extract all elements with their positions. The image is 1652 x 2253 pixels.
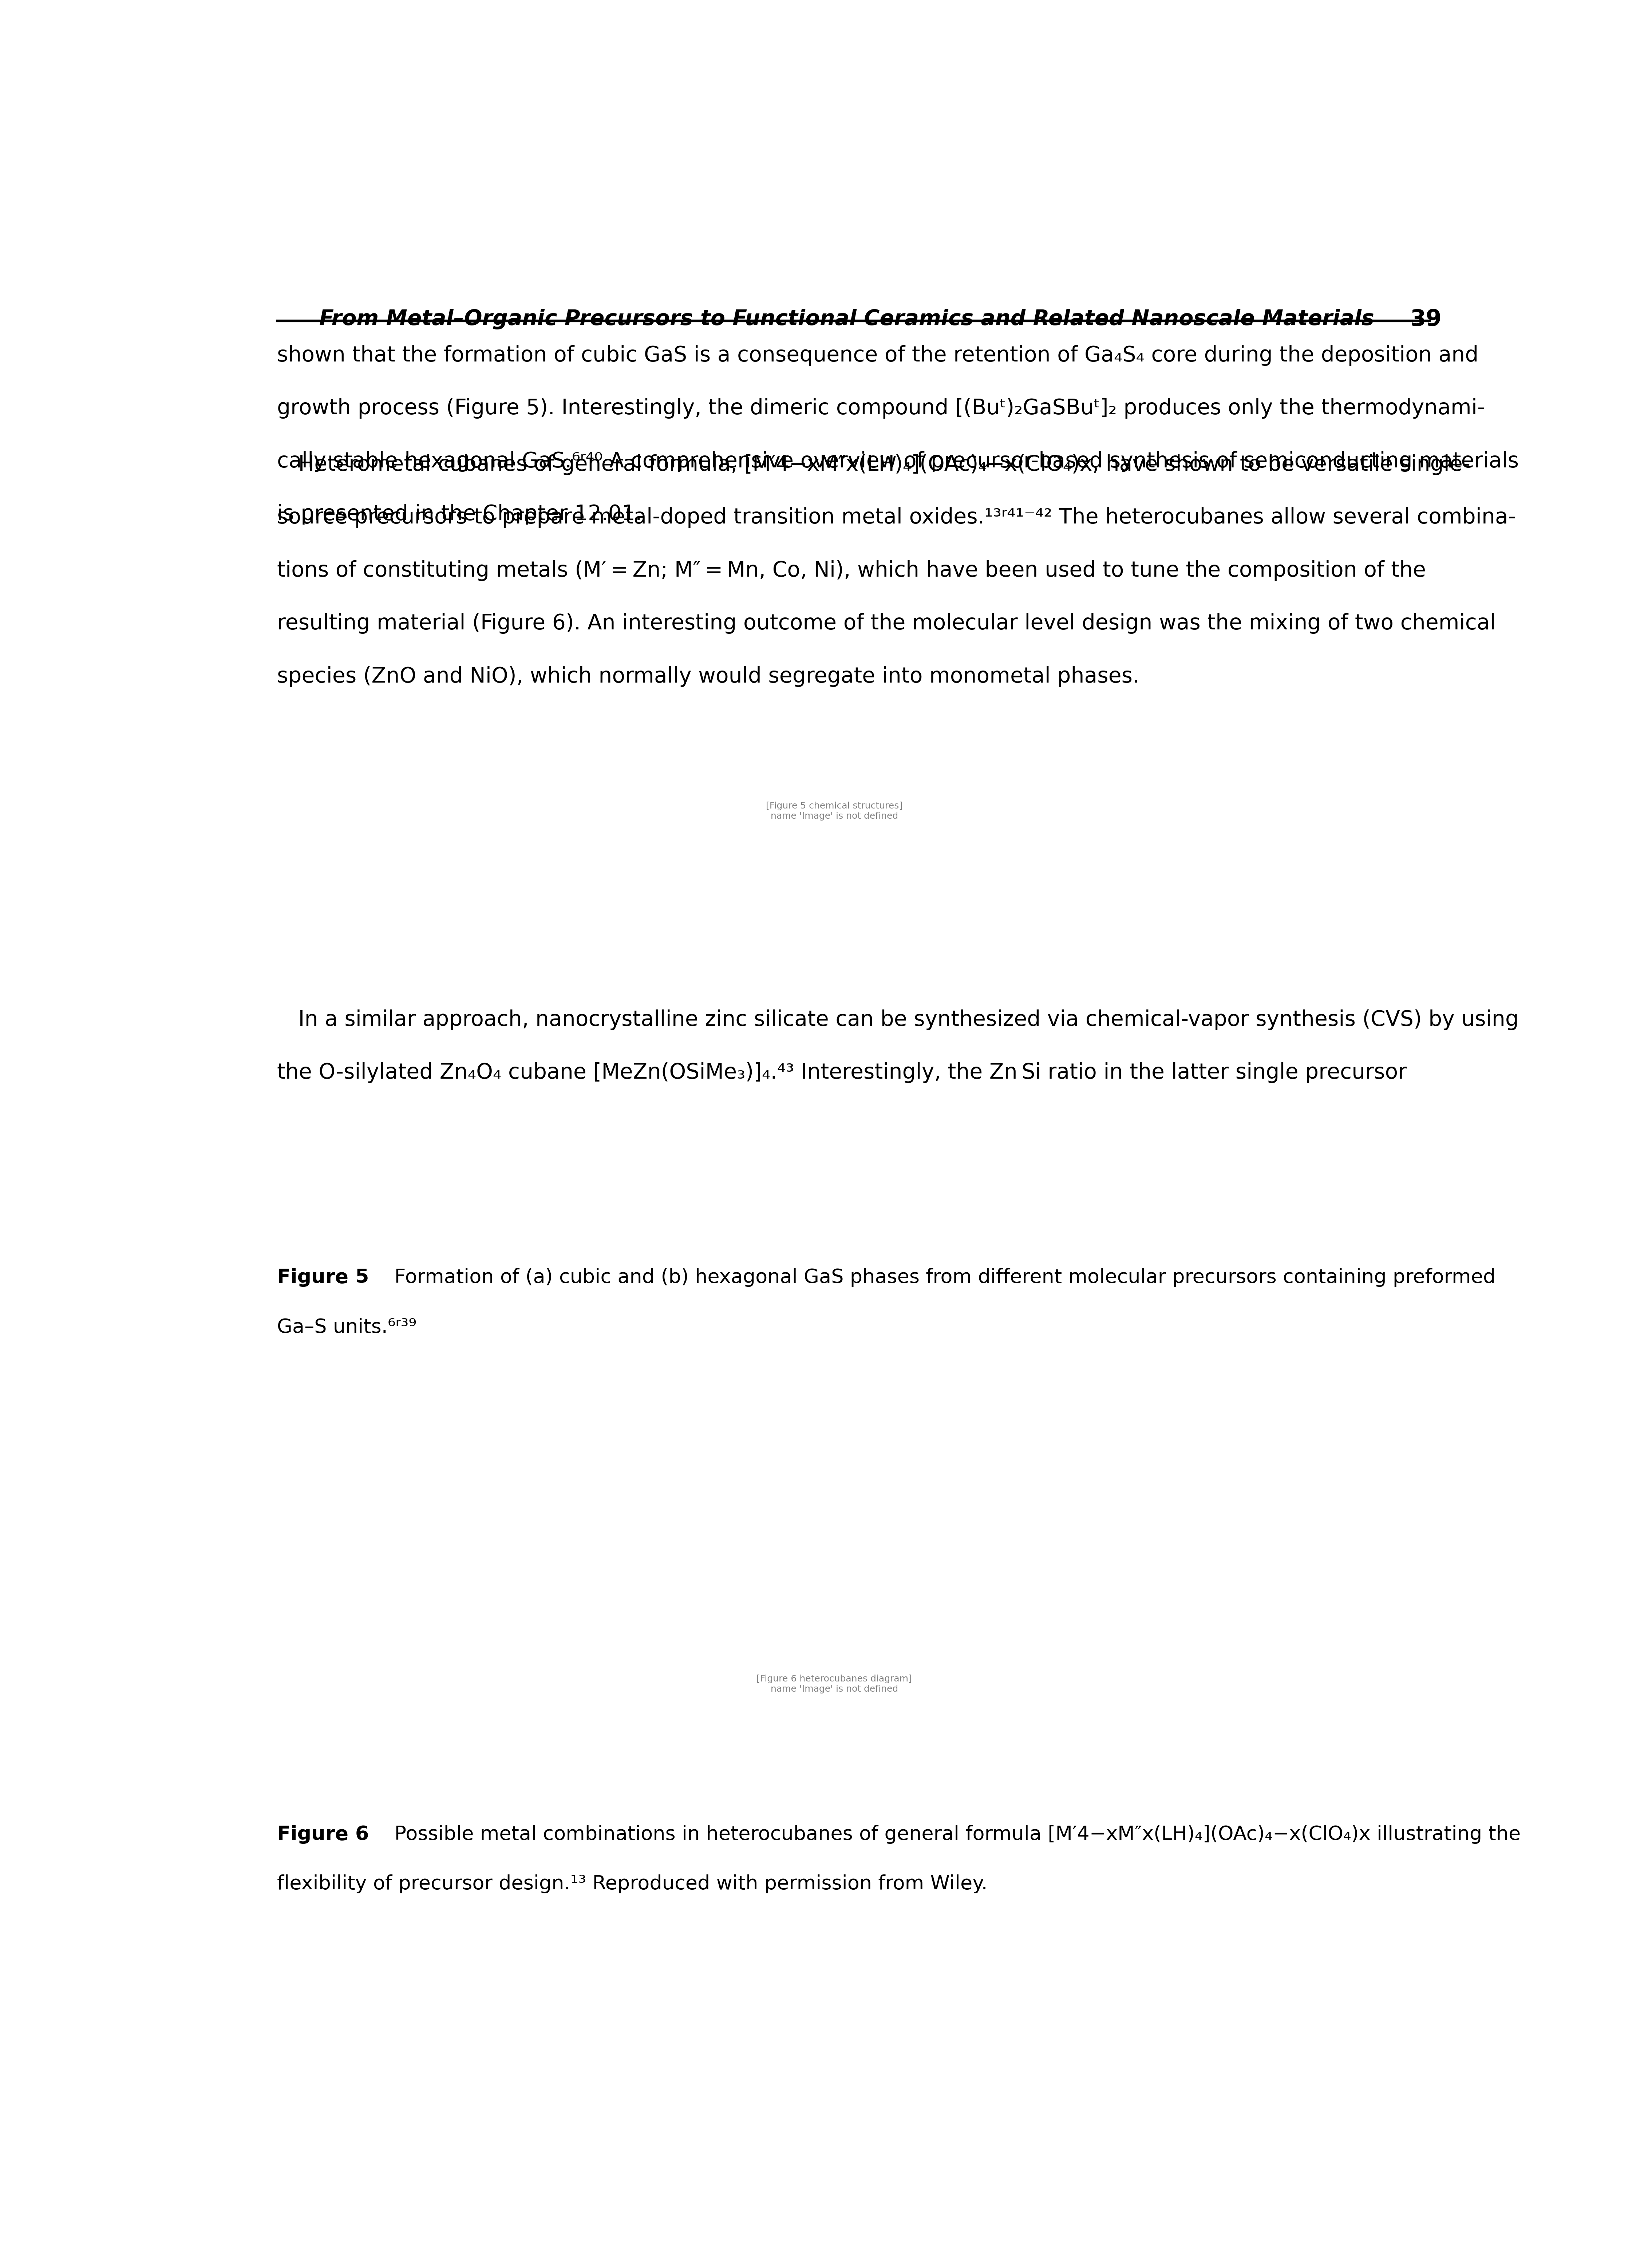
Text: Formation of (a) cubic and (b) hexagonal GaS phases from different molecular pre: Formation of (a) cubic and (b) hexagonal… <box>382 1268 1495 1286</box>
Text: cally stable hexagonal GaS.⁶ʳ⁴⁰ A comprehensive overview of precursor-based synt: cally stable hexagonal GaS.⁶ʳ⁴⁰ A compre… <box>278 451 1518 471</box>
Text: From Metal–Organic Precursors to Functional Ceramics and Related Nanoscale Mater: From Metal–Organic Precursors to Functio… <box>319 309 1374 329</box>
Text: Figure 5: Figure 5 <box>278 1268 368 1286</box>
Text: [Figure 6 heterocubanes diagram]
name 'Image' is not defined: [Figure 6 heterocubanes diagram] name 'I… <box>757 1674 912 1694</box>
Text: [Figure 5 chemical structures]
name 'Image' is not defined: [Figure 5 chemical structures] name 'Ima… <box>767 802 902 820</box>
Text: is presented in the Chapter 12.01.: is presented in the Chapter 12.01. <box>278 505 643 525</box>
Text: species (ZnO and NiO), which normally would segregate into monometal phases.: species (ZnO and NiO), which normally wo… <box>278 667 1140 687</box>
Text: Possible metal combinations in heterocubanes of general formula [M′4−xM″x(LH)₄](: Possible metal combinations in heterocub… <box>382 1825 1521 1843</box>
Text: resulting material (Figure 6). An interesting outcome of the molecular level des: resulting material (Figure 6). An intere… <box>278 613 1495 633</box>
Text: the O-silylated Zn₄O₄ cubane [MeZn(OSiMe₃)]₄.⁴³ Interestingly, the Zn Si ratio i: the O-silylated Zn₄O₄ cubane [MeZn(OSiMe… <box>278 1063 1406 1084</box>
Text: flexibility of precursor design.¹³ Reproduced with permission from Wiley.: flexibility of precursor design.¹³ Repro… <box>278 1874 988 1893</box>
Text: shown that the formation of cubic GaS is a consequence of the retention of Ga₄S₄: shown that the formation of cubic GaS is… <box>278 345 1479 365</box>
Text: source precursors to prepare metal-doped transition metal oxides.¹³ʳ⁴¹⁻⁴² The he: source precursors to prepare metal-doped… <box>278 507 1515 527</box>
Text: Figure 6: Figure 6 <box>278 1825 368 1843</box>
Text: Heterometal cubanes of general formula, [M′4−xM″x(LH)₄](OAc)₄−x(ClO₄)x, have sho: Heterometal cubanes of general formula, … <box>278 455 1470 475</box>
Text: Ga–S units.⁶ʳ³⁹: Ga–S units.⁶ʳ³⁹ <box>278 1318 416 1336</box>
Text: growth process (Figure 5). Interestingly, the dimeric compound [(Buᵗ)₂GaSBuᵗ]₂ p: growth process (Figure 5). Interestingly… <box>278 399 1485 419</box>
Text: tions of constituting metals (M′ = Zn; M″ = Mn, Co, Ni), which have been used to: tions of constituting metals (M′ = Zn; M… <box>278 561 1426 581</box>
Text: 39: 39 <box>1411 309 1442 331</box>
Text: In a similar approach, nanocrystalline zinc silicate can be synthesized via chem: In a similar approach, nanocrystalline z… <box>278 1009 1518 1030</box>
